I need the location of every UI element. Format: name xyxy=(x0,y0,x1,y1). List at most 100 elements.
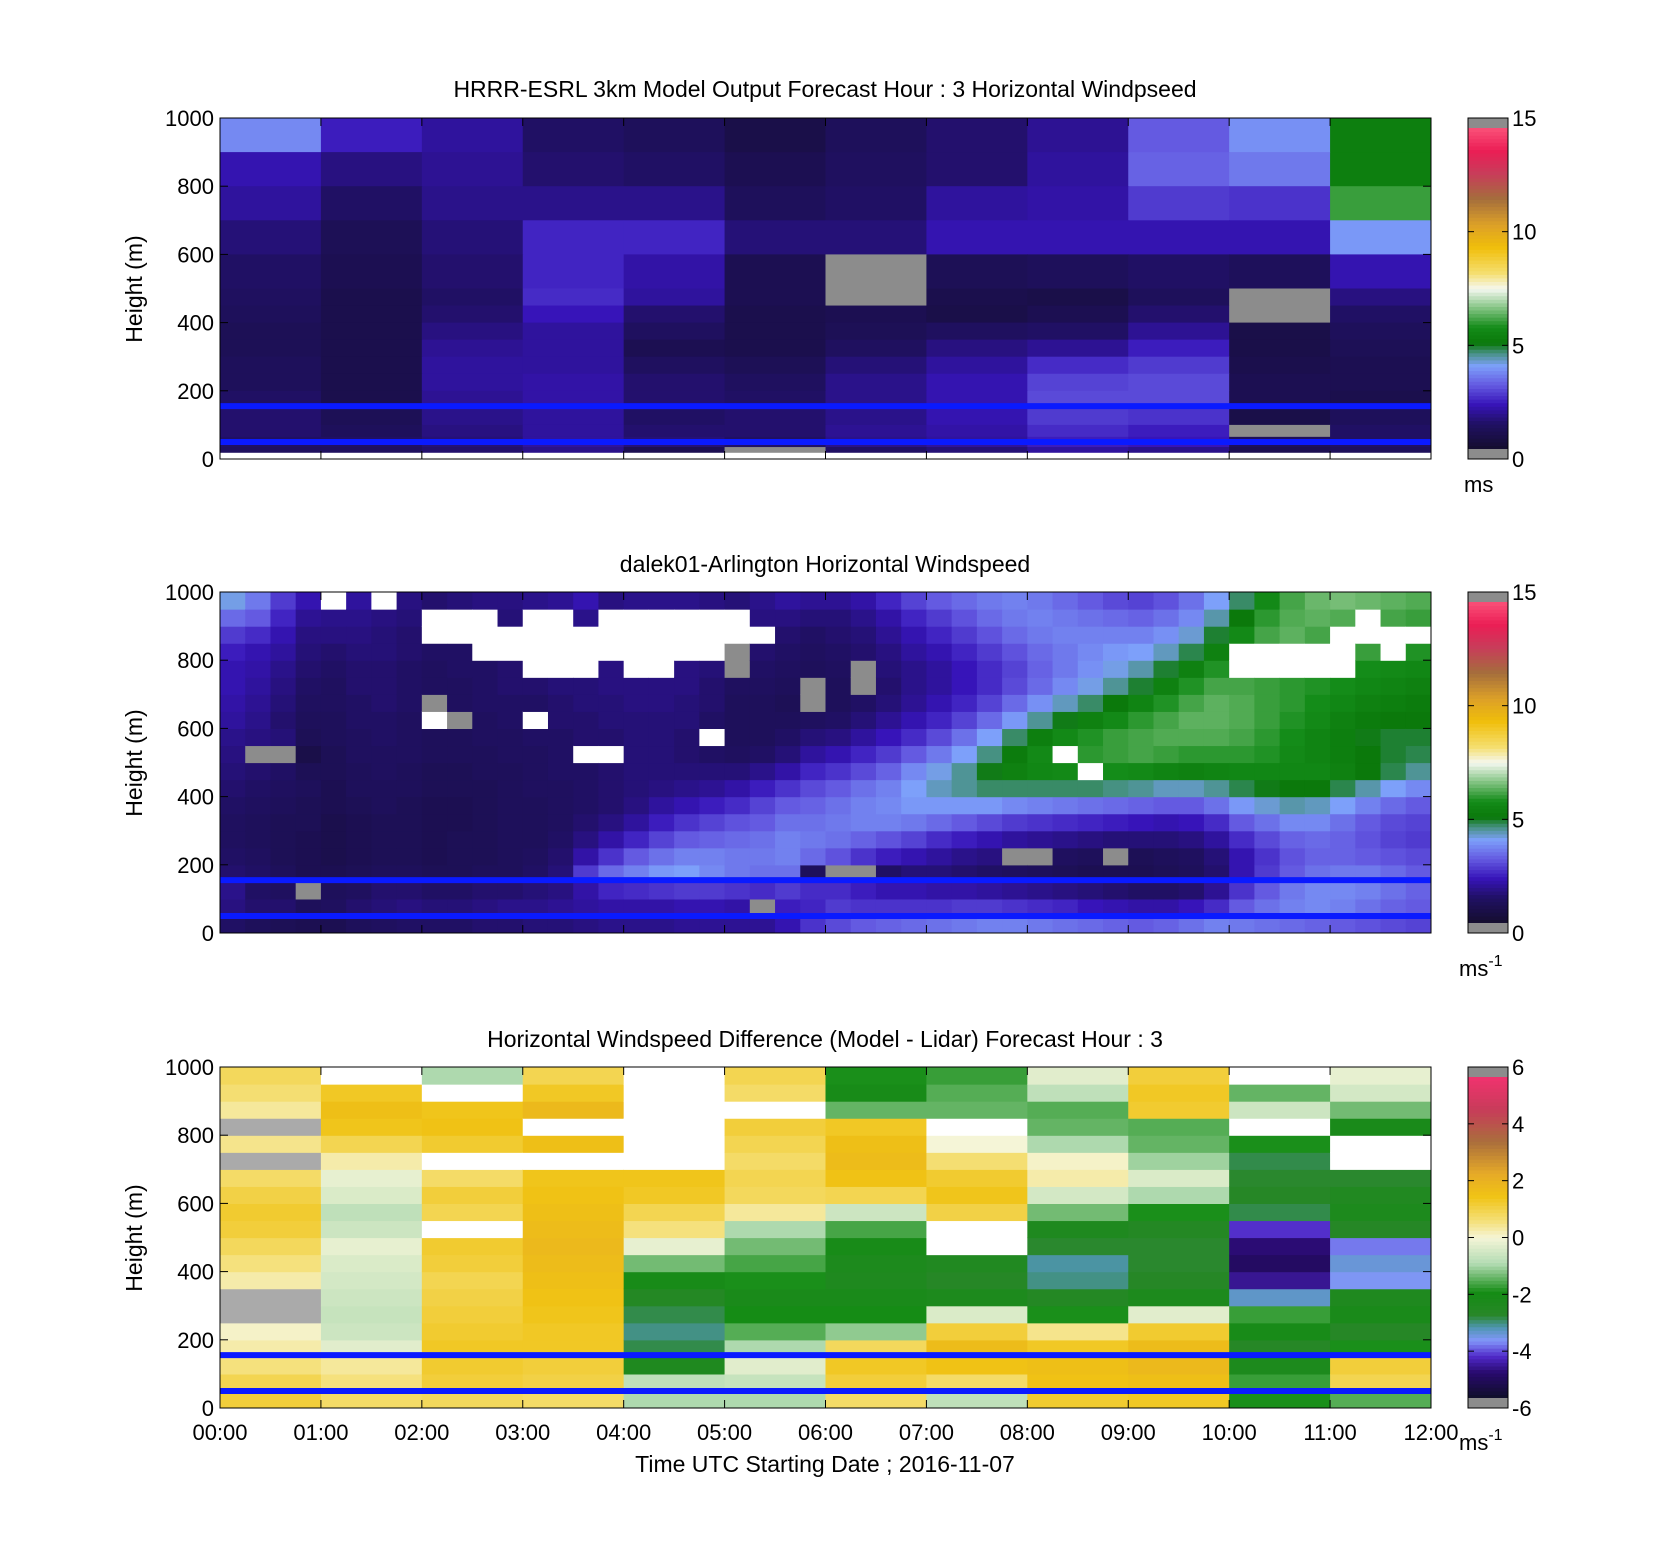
lidar-cell xyxy=(1002,643,1028,661)
lidar-cell xyxy=(1203,626,1230,644)
lidar-cell xyxy=(1405,609,1431,627)
model-cell xyxy=(1330,447,1431,453)
difference-cell xyxy=(825,1390,928,1408)
model-cell xyxy=(1229,356,1331,375)
lidar-cell xyxy=(901,660,928,678)
lidar-cell xyxy=(1103,626,1129,644)
model-cell xyxy=(1229,152,1331,187)
lidar-cell xyxy=(447,813,473,832)
colorbar-strip xyxy=(1468,1258,1508,1264)
lidar-cell xyxy=(1153,728,1180,747)
lidar-cell xyxy=(1027,915,1054,933)
lidar-cell xyxy=(1077,660,1104,678)
colorbar-strip xyxy=(1468,623,1508,628)
lidar-cell xyxy=(1355,898,1382,917)
model-cell xyxy=(220,407,322,426)
lidar-cell xyxy=(371,898,398,917)
lidar-cell xyxy=(775,830,801,849)
difference-cell xyxy=(421,1356,524,1375)
lidar-cell xyxy=(1027,643,1054,661)
lidar-cell xyxy=(1103,745,1129,764)
lidar-cell xyxy=(346,660,372,678)
colorbar-strip xyxy=(1468,798,1508,803)
lidar-cell xyxy=(951,626,978,644)
lidar-cell xyxy=(1128,762,1155,781)
lidar-cell xyxy=(245,745,272,764)
lidar-cell xyxy=(1330,915,1356,933)
colorbar-strip xyxy=(1468,840,1508,846)
difference-cell xyxy=(1027,1322,1129,1341)
lidar-cell xyxy=(447,609,473,627)
model-cell xyxy=(724,424,827,438)
lidar-cell xyxy=(699,898,726,917)
lidar-cell xyxy=(598,847,625,866)
colorbar-strip xyxy=(1468,1162,1508,1167)
lidar-cell xyxy=(1153,677,1180,695)
lidar-cell xyxy=(598,609,625,627)
lidar-cell xyxy=(674,728,700,747)
lidar-cell xyxy=(1002,898,1028,917)
lidar-cell xyxy=(926,711,953,729)
difference-cell xyxy=(1128,1322,1230,1341)
colorbar-strip xyxy=(1468,1169,1508,1174)
y-tick-label: 200 xyxy=(177,853,214,878)
lidar-cell xyxy=(1304,626,1331,644)
lidar-cell xyxy=(1304,779,1331,798)
lidar-cell xyxy=(1254,694,1281,712)
lidar-cell xyxy=(623,592,650,610)
lidar-cell xyxy=(1027,898,1054,917)
difference-cell xyxy=(623,1356,726,1375)
lidar-cell xyxy=(447,898,473,917)
lidar-cell xyxy=(699,609,726,627)
difference-cell xyxy=(522,1305,625,1324)
model-cell xyxy=(623,220,726,255)
lidar-cell xyxy=(1103,796,1129,815)
lidar-cell xyxy=(926,626,953,644)
lidar-cell xyxy=(901,728,928,747)
lidar-cell xyxy=(1002,762,1028,781)
lidar-cell xyxy=(497,609,524,627)
x-tick-label: 09:00 xyxy=(1101,1420,1156,1445)
lidar-cell xyxy=(674,694,700,712)
colorbar-strip xyxy=(1468,1301,1508,1306)
model-cell xyxy=(1330,288,1431,307)
lidar-cell xyxy=(547,677,574,695)
lidar-cell xyxy=(1254,830,1281,849)
lidar-cell xyxy=(396,847,423,866)
lidar-cell xyxy=(371,711,398,729)
colorbar-strip xyxy=(1468,1098,1508,1103)
lidar-cell xyxy=(522,694,549,712)
lidar-cell xyxy=(472,694,499,712)
x-tick-label: 00:00 xyxy=(192,1420,247,1445)
difference-cell xyxy=(522,1390,625,1408)
difference-cell xyxy=(926,1186,1028,1204)
model-cell xyxy=(1027,305,1129,324)
model-cell xyxy=(421,220,524,255)
colorbar-strip xyxy=(1468,235,1508,240)
lidar-cell xyxy=(623,660,650,678)
lidar-cell xyxy=(346,898,372,917)
lidar-cell xyxy=(598,915,625,933)
lidar-cell xyxy=(724,711,751,729)
colorbar-strip xyxy=(1468,1266,1508,1271)
lidar-cell xyxy=(1052,660,1079,678)
difference-cell xyxy=(320,1186,423,1204)
colorbar-strip xyxy=(1468,709,1508,714)
colorbar-strip xyxy=(1468,238,1508,243)
lidar-cell xyxy=(674,830,700,849)
lidar-cell xyxy=(396,796,423,815)
y-tick-label: 200 xyxy=(177,379,214,404)
y-tick-label: 1000 xyxy=(165,1055,214,1080)
colorbar-strip xyxy=(1468,873,1508,878)
lidar-cell xyxy=(1103,694,1129,712)
lidar-cell xyxy=(320,609,347,627)
difference-cell xyxy=(724,1101,827,1119)
lidar-cell xyxy=(800,677,827,695)
difference-cell xyxy=(926,1220,1028,1239)
lidar-cell xyxy=(472,796,499,815)
colorbar-strip xyxy=(1468,751,1508,756)
colorbar-strip xyxy=(1468,1123,1508,1128)
difference-cell xyxy=(1027,1152,1129,1170)
difference-cell xyxy=(724,1288,827,1307)
lidar-cell xyxy=(926,796,953,815)
